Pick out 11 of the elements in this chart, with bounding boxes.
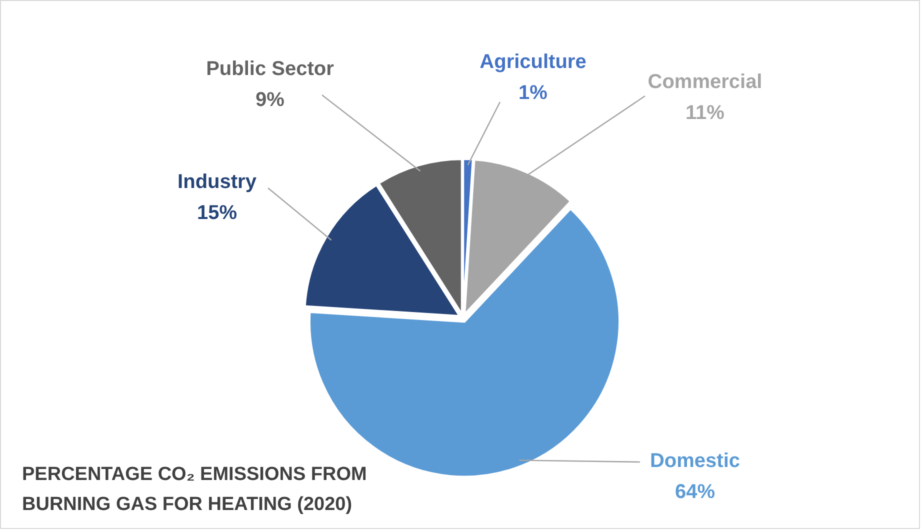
slice-label: Public Sector <box>206 58 334 80</box>
data-label: 1% <box>518 82 548 104</box>
text: PERCENTAGE CO₂ EMISSIONS FROM BURNING GAS FOR HEATING (2020) <box>22 464 367 515</box>
data-label: 9% <box>256 89 285 111</box>
slice-label: Domestic <box>650 450 740 472</box>
slice-label: Agriculture <box>480 51 586 73</box>
data-label: 64% <box>674 481 716 503</box>
slice-label: Industry <box>178 171 258 193</box>
data-label: 15% <box>196 202 238 224</box>
slice-label: Commercial <box>648 71 762 93</box>
data-label: 11% <box>686 102 725 124</box>
